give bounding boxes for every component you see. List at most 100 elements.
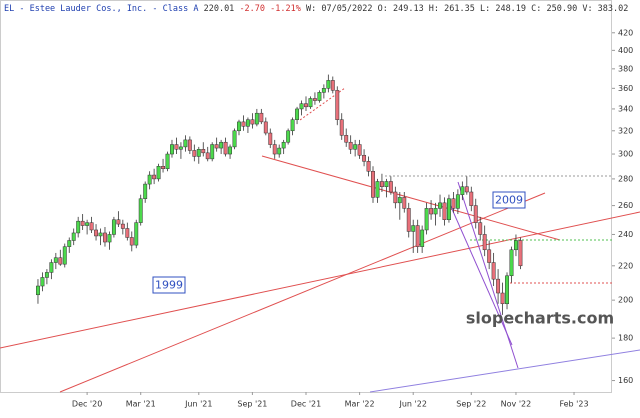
candle-body xyxy=(183,139,188,148)
y-tick-label: 400 xyxy=(618,46,633,55)
candle-body xyxy=(272,144,277,155)
candle-body xyxy=(228,146,233,155)
candle-body xyxy=(138,198,143,223)
candle-body xyxy=(165,153,170,169)
candle-body xyxy=(263,121,268,134)
candle-body xyxy=(357,144,362,156)
candle-body xyxy=(295,108,300,120)
candle-body xyxy=(80,220,85,226)
candle-body xyxy=(339,119,344,136)
candle-body xyxy=(514,240,518,251)
candle-body xyxy=(375,181,380,198)
x-tick-label: Sep '22 xyxy=(456,400,486,409)
candle-body xyxy=(478,222,483,235)
candle-body xyxy=(205,152,210,160)
candle-body xyxy=(219,141,224,149)
header-last: 220.01 xyxy=(204,4,235,14)
candle-body xyxy=(464,186,469,193)
annotation-box xyxy=(152,276,186,294)
candle-body xyxy=(254,112,259,125)
candle-body xyxy=(85,222,90,226)
header-title: EL - Estee Lauder Cos., Inc. - Class A xyxy=(4,4,198,14)
header-change: -2.70 -1.21% xyxy=(239,4,300,14)
trendline xyxy=(299,87,346,121)
y-tick-label: 360 xyxy=(618,84,633,93)
trendline xyxy=(369,349,640,393)
y-tick-label: 260 xyxy=(618,201,633,210)
y-tick-label: 240 xyxy=(618,230,633,239)
y-tick-label: 200 xyxy=(618,296,633,305)
candle-body xyxy=(147,174,152,185)
candle-body xyxy=(415,225,420,247)
candle-body xyxy=(62,246,67,265)
candle-body xyxy=(424,208,429,231)
trendline xyxy=(0,211,640,349)
candle-body xyxy=(156,166,161,180)
candle-body xyxy=(89,222,94,231)
candle-body xyxy=(67,240,72,247)
candle-body xyxy=(36,285,40,296)
candle-body xyxy=(187,139,192,151)
candle-body xyxy=(312,98,317,101)
y-tick-label: 280 xyxy=(618,174,633,183)
trendline xyxy=(261,155,561,241)
x-tick-label: Nov '22 xyxy=(501,400,532,409)
candle-body xyxy=(442,202,447,220)
candle-body xyxy=(120,223,125,229)
candle-body xyxy=(161,166,165,169)
candle-body xyxy=(125,228,130,238)
candle-body xyxy=(277,147,282,155)
x-tick-label: Jun '22 xyxy=(399,400,427,409)
channel-line xyxy=(457,181,519,369)
candle-body xyxy=(429,208,434,215)
x-tick-label: Mar '22 xyxy=(345,400,375,409)
candle-body xyxy=(170,144,174,155)
candle-body xyxy=(482,234,487,251)
y-tick-label: 220 xyxy=(618,261,633,270)
candle-body xyxy=(509,249,514,277)
candle-body xyxy=(152,174,157,180)
candle-body xyxy=(129,237,134,246)
candle-body xyxy=(438,202,442,209)
candle-body xyxy=(317,92,322,101)
candle-body xyxy=(178,146,183,150)
candle-body xyxy=(406,208,411,232)
x-tick-label: Mar '21 xyxy=(126,400,156,409)
y-tick-label: 160 xyxy=(618,376,633,385)
candle-body xyxy=(366,161,371,172)
candle-body xyxy=(174,144,179,150)
annotation-box xyxy=(492,191,526,209)
candle-body xyxy=(371,171,375,198)
candle-body xyxy=(388,181,393,193)
x-tick-label: Feb '23 xyxy=(559,400,588,409)
candle-body xyxy=(379,181,384,187)
annotation: 1999 xyxy=(155,279,183,292)
y-tick-label: 320 xyxy=(618,126,633,135)
candle-body xyxy=(304,103,308,108)
candle-body xyxy=(433,208,438,215)
candle-body xyxy=(259,112,264,123)
x-tick-label: Dec '20 xyxy=(72,400,102,409)
candle-body xyxy=(44,272,49,278)
candle-body xyxy=(455,194,460,209)
candle-body xyxy=(411,225,416,232)
candle-body xyxy=(49,262,54,273)
candle-body xyxy=(500,292,505,305)
candle-body xyxy=(326,80,331,89)
candle-body xyxy=(214,144,219,149)
candle-body xyxy=(111,219,116,235)
candle-body xyxy=(491,262,496,280)
trendlines xyxy=(0,87,640,393)
candle-body xyxy=(321,88,326,93)
candle-body xyxy=(107,234,112,243)
candle-body xyxy=(196,149,201,157)
candles xyxy=(36,74,523,315)
candle-body xyxy=(286,130,291,143)
y-tick-label: 300 xyxy=(618,150,633,159)
candle-body xyxy=(473,205,478,223)
candle-body xyxy=(299,103,304,110)
candle-body xyxy=(71,232,76,241)
candle-body xyxy=(402,197,407,209)
trendline xyxy=(59,192,546,393)
